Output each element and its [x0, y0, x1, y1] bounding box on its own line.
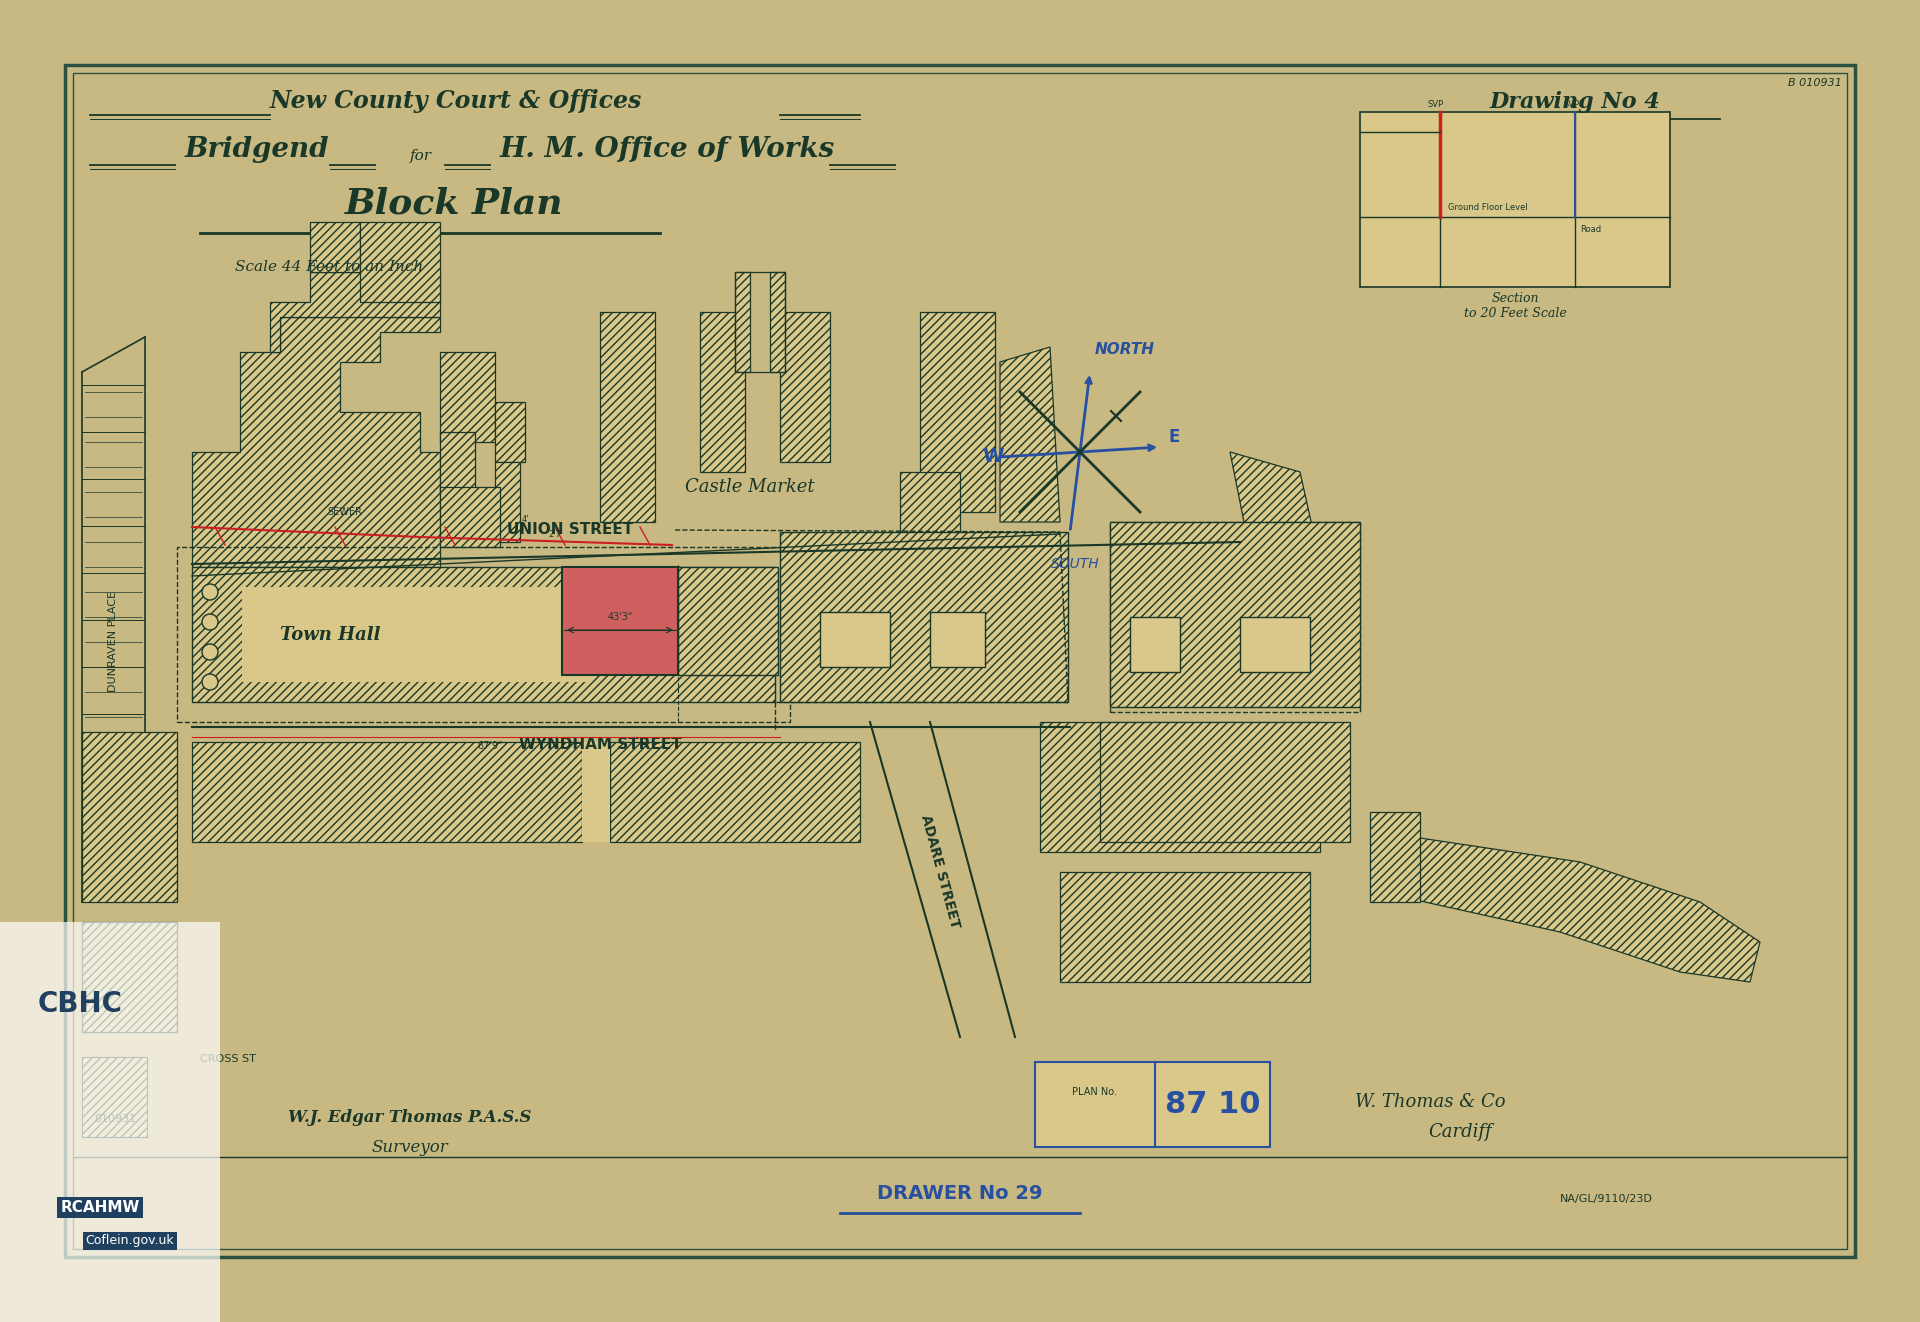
Text: B 010931: B 010931 [1788, 78, 1841, 89]
Polygon shape [271, 272, 440, 352]
Text: SVP: SVP [1563, 100, 1578, 108]
Bar [599, 312, 655, 522]
Bar [73, 73, 1847, 1249]
Text: WYNDHAM STREET: WYNDHAM STREET [518, 736, 682, 752]
Bar [563, 567, 678, 676]
Bar [83, 921, 177, 1032]
Text: Surveyor: Surveyor [372, 1140, 449, 1155]
Text: SOUTH: SOUTH [1050, 557, 1100, 571]
Bar [495, 402, 524, 461]
Text: SVP: SVP [1428, 100, 1444, 108]
Polygon shape [1380, 832, 1761, 982]
Text: ADARE STREET: ADARE STREET [918, 813, 962, 931]
Text: 010931: 010931 [94, 1114, 136, 1124]
Text: NA/GL/9110/23D: NA/GL/9110/23D [1559, 1194, 1653, 1204]
Bar [361, 222, 440, 301]
Polygon shape [1231, 452, 1321, 562]
Bar [83, 1058, 148, 1137]
Text: Scale 44 Feet to an Inch: Scale 44 Feet to an Inch [234, 260, 422, 274]
Bar [1041, 722, 1321, 851]
Text: UNION STREET: UNION STREET [507, 522, 634, 537]
Bar [1371, 812, 1421, 902]
Bar [1060, 873, 1309, 982]
Bar [309, 222, 361, 272]
Text: RCAHMW: RCAHMW [60, 1200, 140, 1215]
Text: W: W [981, 447, 1004, 465]
Text: W.J. Edgar Thomas P.A.S.S: W.J. Edgar Thomas P.A.S.S [288, 1109, 532, 1126]
Text: Ground Floor Level: Ground Floor Level [1448, 204, 1528, 212]
Text: 4': 4' [520, 516, 528, 524]
Bar [920, 312, 995, 512]
Text: Coflein.gov.uk: Coflein.gov.uk [86, 1233, 175, 1247]
Text: Drawing No 4: Drawing No 4 [1490, 91, 1661, 112]
Bar [929, 612, 985, 668]
Bar [440, 352, 495, 442]
Bar [780, 312, 829, 461]
Text: Block Plan: Block Plan [346, 186, 563, 219]
Polygon shape [1000, 346, 1060, 522]
Bar [770, 272, 785, 371]
Text: Cardiff: Cardiff [1428, 1122, 1492, 1141]
Text: DUNRAVEN PLACE: DUNRAVEN PLACE [108, 591, 117, 693]
Text: New County Court & Offices: New County Court & Offices [271, 89, 643, 112]
Text: CROSS ST: CROSS ST [200, 1054, 255, 1064]
Bar [678, 567, 778, 676]
Text: for: for [411, 149, 432, 163]
Bar [1100, 722, 1350, 842]
Text: 67'9": 67'9" [478, 742, 503, 751]
Bar [900, 472, 960, 553]
Bar [1035, 1062, 1269, 1147]
Bar [192, 742, 582, 842]
Text: NORTH: NORTH [1094, 342, 1156, 357]
Bar [495, 461, 520, 542]
Text: H. M. Office of Works: H. M. Office of Works [499, 136, 835, 163]
Text: SEWER: SEWER [328, 508, 363, 517]
Bar [1144, 627, 1175, 662]
Text: Town Hall: Town Hall [280, 625, 380, 644]
Text: PLAN No.: PLAN No. [1073, 1087, 1117, 1097]
Text: DRAWER No 29: DRAWER No 29 [877, 1185, 1043, 1203]
Bar [1359, 112, 1670, 287]
Text: Road: Road [1580, 225, 1601, 234]
Bar [735, 272, 751, 371]
Bar [780, 531, 1068, 702]
Polygon shape [192, 567, 776, 702]
Bar [440, 486, 499, 547]
Text: Bridgend: Bridgend [184, 136, 330, 163]
Bar [1131, 617, 1181, 672]
Circle shape [202, 584, 219, 600]
Text: 43'3": 43'3" [607, 612, 634, 621]
Text: Section
to 20 Feet Scale: Section to 20 Feet Scale [1463, 292, 1567, 320]
Bar [820, 612, 891, 668]
Bar [582, 742, 611, 842]
Text: 87 10: 87 10 [1165, 1091, 1261, 1118]
Polygon shape [192, 317, 440, 567]
Bar [1110, 522, 1359, 713]
Text: 2'7: 2'7 [549, 530, 561, 539]
Bar [83, 732, 177, 902]
Bar [0, 921, 221, 1322]
Bar [177, 547, 789, 722]
Bar [735, 272, 785, 371]
Circle shape [202, 674, 219, 690]
Bar [440, 432, 474, 492]
Circle shape [202, 644, 219, 660]
Bar [1240, 617, 1309, 672]
Bar [242, 587, 591, 682]
Circle shape [202, 613, 219, 631]
Text: W. Thomas & Co: W. Thomas & Co [1356, 1093, 1505, 1110]
Text: Castle Market: Castle Market [685, 479, 814, 496]
Bar [611, 742, 860, 842]
Text: CBHC: CBHC [38, 990, 123, 1018]
Text: E: E [1167, 428, 1179, 446]
Bar [701, 312, 745, 472]
Bar [1110, 522, 1359, 707]
